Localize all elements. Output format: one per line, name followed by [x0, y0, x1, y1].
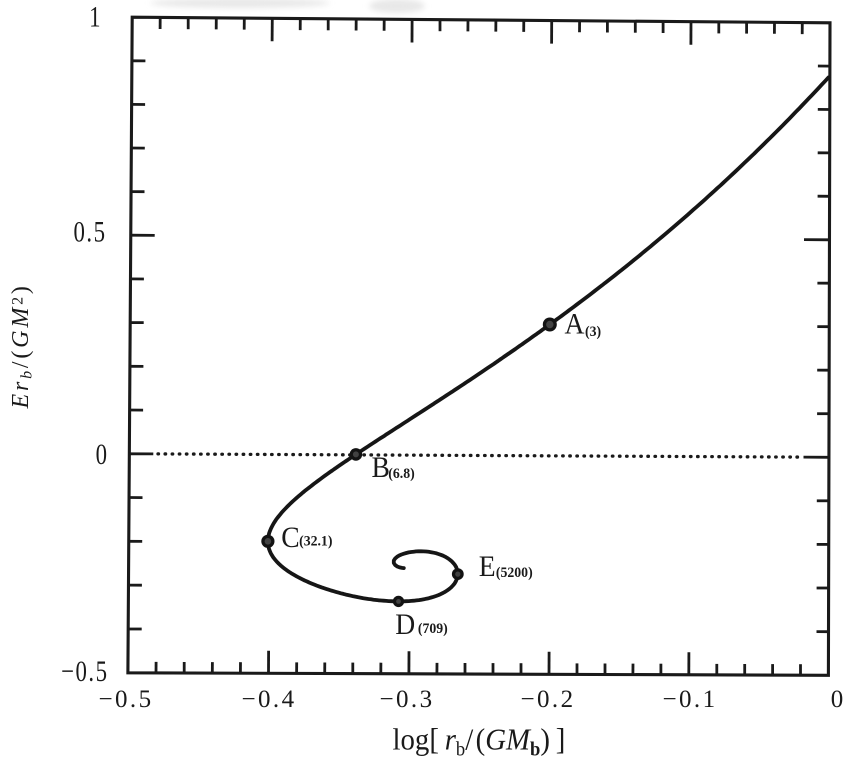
- svg-text:1: 1: [89, 0, 100, 33]
- svg-text:Erb/(GM2): Erb/(GM2): [8, 283, 36, 409]
- svg-text:C: C: [281, 521, 299, 554]
- svg-text:−0.5: −0.5: [61, 654, 108, 688]
- svg-text:−0.4: −0.4: [242, 686, 297, 713]
- svg-text:−0.2: −0.2: [521, 686, 576, 713]
- svg-text:0: 0: [831, 686, 844, 713]
- svg-text:(6.8): (6.8): [388, 466, 415, 483]
- svg-text:−0.3: −0.3: [380, 686, 435, 713]
- svg-text:−0.5: −0.5: [99, 686, 154, 713]
- svg-text:(5200): (5200): [496, 565, 533, 582]
- svg-text:0: 0: [96, 437, 107, 471]
- svg-text:(3): (3): [585, 324, 601, 341]
- svg-text:(709): (709): [418, 621, 448, 638]
- svg-text:−0.1: −0.1: [663, 686, 718, 713]
- svg-text:E: E: [479, 550, 496, 583]
- svg-text:log[ rb/ (GMb) ]: log[ rb/ (GMb) ]: [393, 723, 566, 757]
- svg-text:0.5: 0.5: [73, 214, 106, 248]
- svg-text:(32.1): (32.1): [299, 533, 333, 550]
- svg-text:B: B: [372, 451, 390, 484]
- svg-text:A: A: [565, 308, 585, 341]
- svg-text:D: D: [395, 608, 415, 641]
